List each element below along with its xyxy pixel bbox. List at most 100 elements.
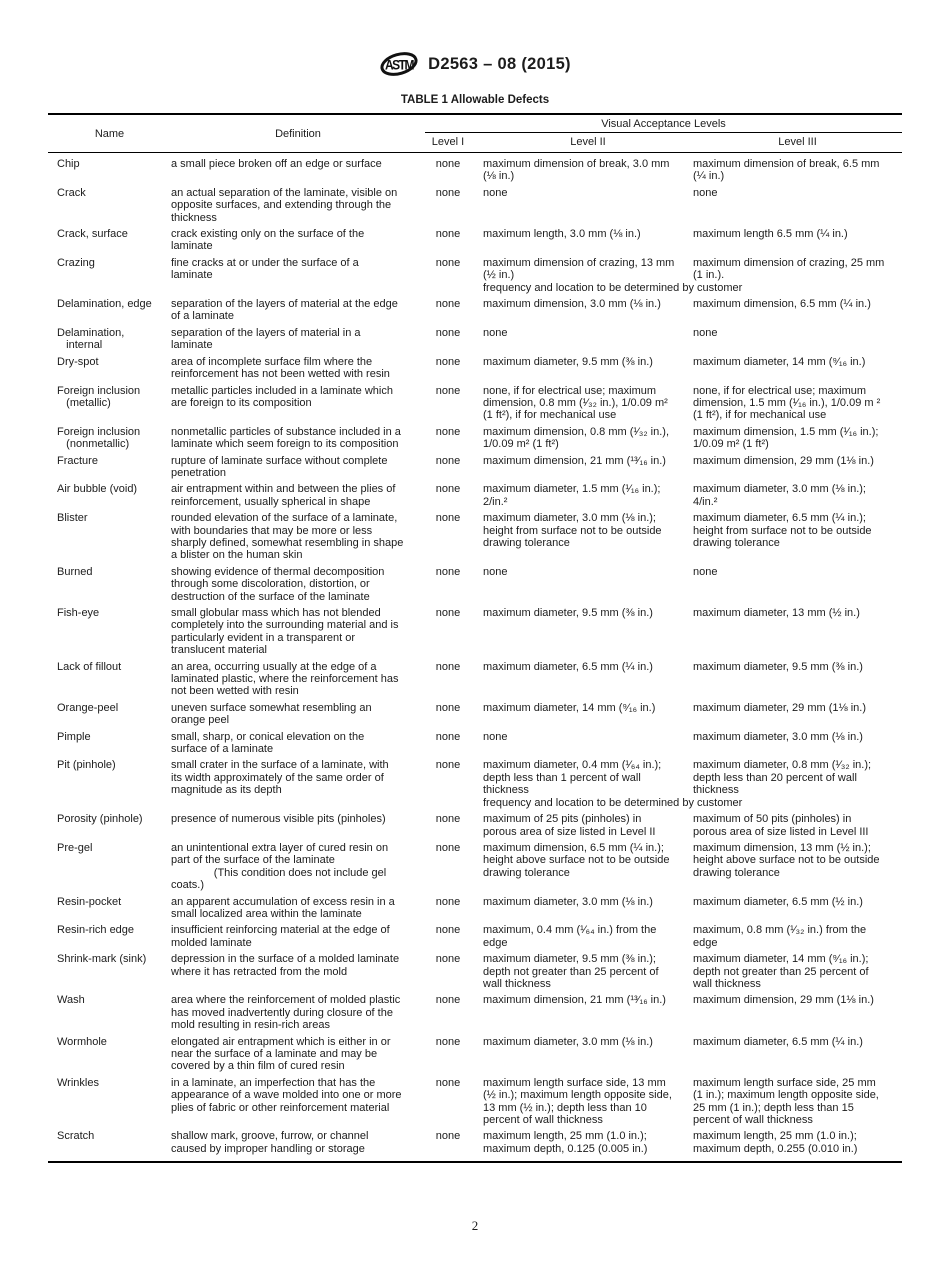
level-3-cell: maximum length, 25 mm (1.0 in.); maximum… (693, 1130, 858, 1155)
definition-cell: small globular mass which has not blende… (171, 607, 399, 657)
definition-cell: small, sharp, or conical elevation on th… (171, 730, 365, 756)
level-3-cell: none (693, 186, 718, 199)
level-2-cell: maximum diameter, 9.5 mm (⅜ in.) (483, 607, 653, 619)
definition-cell: crack existing only on the surface of th… (171, 228, 365, 253)
level-1-cell: none (435, 994, 461, 1007)
level-3-cell: maximum diameter, 29 mm (1⅛ in.) (693, 701, 866, 714)
table-title: TABLE 1 Allowable Defects (400, 94, 550, 106)
level-3-cell: maximum diameter, 14 mm (⁹⁄₁₆ in.) (693, 355, 866, 368)
level-1-cell: none (435, 841, 461, 854)
level-2-cell: none (483, 326, 508, 339)
document-code: D2563 – 08 (2015) (428, 54, 571, 73)
definition-cell: separation of the layers of material at … (171, 298, 398, 323)
level-2-cell: maximum length, 25 mm (1.0 in.); maximum… (483, 1130, 648, 1155)
level-3-cell: maximum dimension, 29 mm (1⅛ in.) (693, 454, 874, 467)
level-1-cell: none (435, 425, 461, 438)
level-2-cell: maximum length, 3.0 mm (⅛ in.) (483, 228, 641, 241)
definition-cell: an actual separation of the laminate, vi… (171, 186, 398, 224)
level-2-cell: maximum dimension of break, 3.0 mm (⅛ in… (483, 158, 670, 183)
level-2-cell: maximum diameter, 1.5 mm (¹⁄₁₆ in.); 2/i… (483, 483, 661, 508)
level-1-cell: none (435, 1035, 461, 1048)
defect-name-cell: Pit (pinhole) (57, 759, 116, 772)
document-header: ASTM D2563 – 08 (2015) (0, 48, 950, 80)
level-2-cell: maximum diameter, 3.0 mm (⅛ in.) (483, 895, 653, 908)
level-2-cell: maximum diameter, 3.0 mm (⅛ in.) (483, 1035, 653, 1048)
level-2-cell: maximum dimension of crazing, 13 mm (½ i… (483, 256, 675, 282)
level-1-cell: none (435, 454, 461, 467)
level-3-cell: maximum of 50 pits (pinholes) in porous … (693, 813, 869, 838)
level-2-cell: maximum dimension, 6.5 mm (¼ in.); heigh… (483, 841, 670, 879)
column-header-name: Name (94, 127, 125, 140)
level-1-cell: none (435, 895, 461, 908)
level-2-cell: none (483, 186, 508, 199)
definition-cell: area of incomplete surface film where th… (171, 355, 390, 381)
frequency-note-cell: frequency and location to be determined … (483, 796, 743, 809)
defect-name-cell: Shrink-mark (sink) (57, 953, 147, 966)
level-2-cell: maximum diameter, 9.5 mm (⅜ in.); depth … (483, 953, 659, 990)
svg-text:ASTM: ASTM (385, 56, 414, 72)
page-number: 2 (471, 1218, 479, 1233)
defect-name-cell: Fracture (57, 454, 98, 467)
level-2-cell: maximum length surface side, 13 mm (½ in… (483, 1076, 672, 1127)
defect-name-cell: Chip (57, 158, 80, 170)
level-2-cell: maximum diameter, 14 mm (⁹⁄₁₆ in.) (483, 701, 656, 714)
level-3-cell: maximum, 0.8 mm (¹⁄₃₂ in.) from the edge (693, 924, 867, 949)
level-2-cell: maximum dimension, 21 mm (¹³⁄₁₆ in.) (483, 994, 666, 1007)
level-2-cell: none (483, 565, 508, 578)
level-3-cell: none (693, 326, 718, 339)
definition-cell: shallow mark, groove, furrow, or channel… (171, 1130, 369, 1155)
level-3-cell: maximum diameter, 6.5 mm (¼ in.); height… (693, 512, 872, 549)
level-2-cell: maximum diameter, 3.0 mm (⅛ in.); height… (483, 512, 662, 549)
level-3-cell: maximum diameter, 9.5 mm (⅜ in.) (693, 660, 863, 673)
defect-name-cell: Wormhole (57, 1035, 107, 1048)
level-3-cell: none, if for electrical use; maximum dim… (693, 384, 881, 422)
level-1-cell: none (435, 730, 461, 743)
level-1-cell: none (435, 759, 461, 772)
level-1-cell: none (435, 512, 461, 525)
level-1-cell: none (435, 953, 461, 966)
level-3-cell: maximum diameter, 3.0 mm (⅛ in.) (693, 730, 863, 743)
defect-name-cell: Foreign inclusion (nonmetallic) (57, 425, 141, 451)
allowable-defects-table: Name Definition Visual Acceptance Levels… (48, 113, 902, 1164)
level-3-cell: maximum dimension of break, 6.5 mm (¼ in… (693, 158, 880, 183)
level-2-cell: maximum of 25 pits (pinholes) in porous … (483, 813, 656, 838)
definition-cell: an apparent accumulation of excess resin… (171, 895, 395, 920)
defect-name-cell: Crack, surface (57, 228, 128, 241)
defect-name-cell: Resin-pocket (57, 895, 122, 908)
defect-name-cell: Blister (57, 512, 88, 525)
level-1-cell: none (435, 298, 461, 311)
defect-name-cell: Dry-spot (57, 355, 99, 368)
definition-cell: rupture of laminate surface without comp… (171, 454, 388, 479)
defect-name-cell: Orange-peel (57, 701, 119, 714)
column-header-level-1: Level I (431, 136, 465, 148)
level-3-cell: maximum dimension, 13 mm (½ in.); height… (693, 841, 880, 879)
level-1-cell: none (435, 701, 461, 714)
level-2-cell: none (483, 730, 508, 743)
level-1-cell: none (435, 1076, 461, 1089)
defect-name-cell: Air bubble (void) (57, 483, 138, 496)
level-3-cell: maximum diameter, 6.5 mm (½ in.) (693, 895, 863, 908)
level-3-cell: maximum diameter, 14 mm (⁹⁄₁₆ in.); dept… (693, 953, 869, 990)
defect-name-cell: Resin-rich edge (57, 924, 135, 937)
definition-cell: area where the reinforcement of molded p… (171, 994, 401, 1032)
defect-name-cell: Crazing (57, 256, 95, 269)
level-1-cell: none (435, 813, 461, 826)
defect-name-cell: Foreign inclusion (metallic) (57, 384, 141, 409)
definition-cell: metallic particles included in a laminat… (171, 384, 393, 409)
definition-cell: rounded elevation of the surface of a la… (171, 512, 404, 562)
level-1-cell: none (435, 256, 461, 269)
astm-logo-icon: ASTM (380, 52, 418, 76)
level-1-cell: none (435, 355, 461, 368)
defect-name-cell: Wrinkles (57, 1076, 99, 1089)
level-3-cell: maximum diameter, 13 mm (½ in.) (693, 607, 860, 619)
defect-name-cell: Porosity (pinhole) (57, 813, 143, 826)
level-1-cell: none (435, 158, 461, 170)
definition-cell: fine cracks at or under the surface of a… (171, 256, 359, 282)
level-1-cell: none (435, 565, 461, 578)
level-1-cell: none (435, 1130, 461, 1143)
definition-cell: air entrapment within and between the pl… (171, 483, 396, 508)
level-3-cell: maximum diameter, 3.0 mm (⅛ in.); 4/in.² (693, 483, 866, 508)
definition-cell: showing evidence of thermal decompositio… (171, 565, 385, 603)
definition-cell: elongated air entrapment which is either… (171, 1035, 391, 1073)
definition-cell: insufficient reinforcing material at the… (171, 924, 390, 949)
